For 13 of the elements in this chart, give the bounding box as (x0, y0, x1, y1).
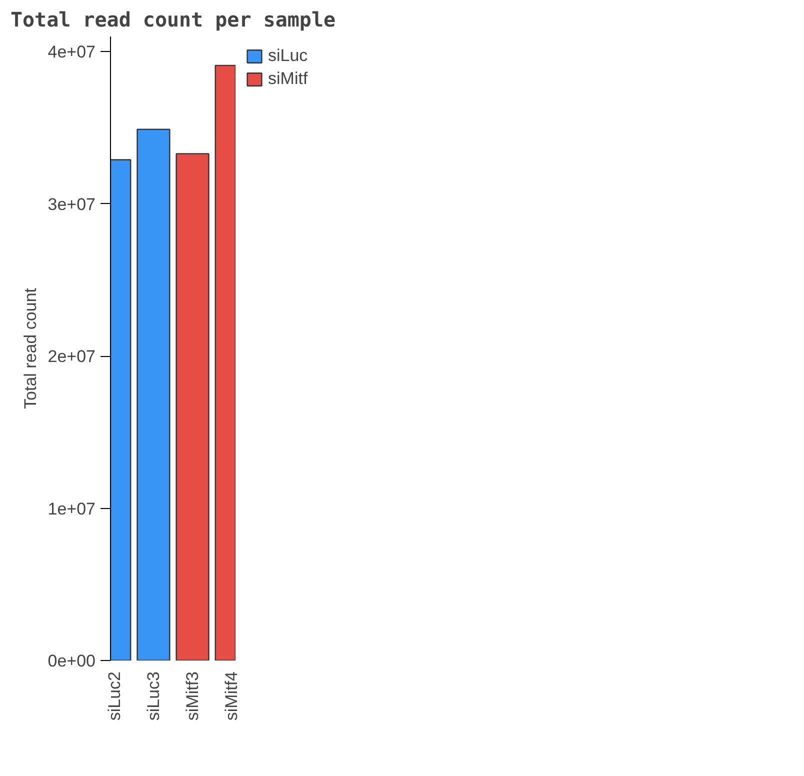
y-tick-label: 1e+07 (48, 499, 96, 518)
y-tick-label: 2e+07 (48, 347, 96, 366)
legend-label: siMitf (268, 69, 308, 89)
x-tick-label: siLuc2 (104, 672, 124, 721)
x-tick-label: siMitf3 (183, 671, 202, 721)
x-tick-label: siLuc3 (144, 672, 163, 721)
y-tick-label: 4e+07 (48, 42, 96, 62)
y-axis-title: Total read count (20, 288, 40, 409)
y-tick-label: 0e+00 (48, 652, 96, 670)
legend-label: siLuc (268, 46, 308, 66)
x-tick-label: siMitf4 (222, 671, 242, 721)
chart-title: Total read count per sample (10, 8, 336, 32)
y-tick-label: 3e+07 (48, 194, 96, 214)
